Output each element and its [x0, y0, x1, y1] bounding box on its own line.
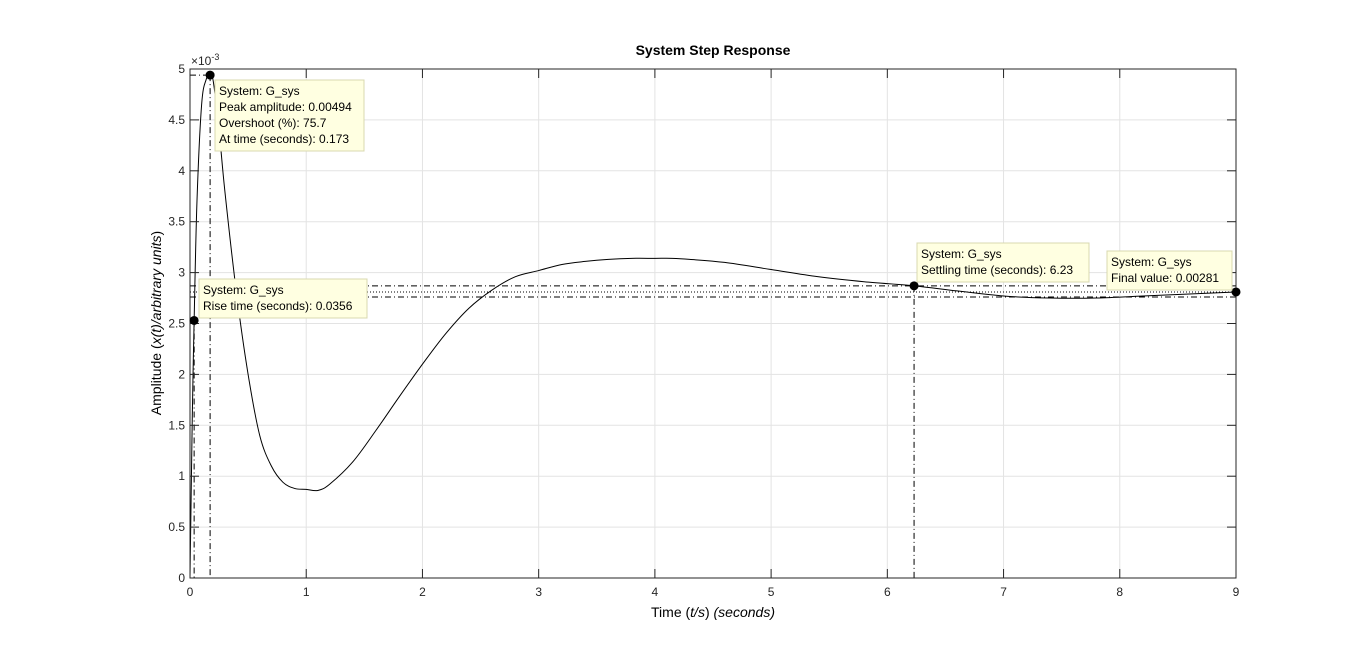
datatip-settling: System: G_sys Settling time (seconds): 6.…: [916, 242, 1090, 283]
marker-rise: [189, 315, 199, 325]
x-tick-label: 2: [419, 585, 426, 599]
y-tick-label: 5: [178, 62, 185, 76]
datatip-peak: System: G_sys Peak amplitude: 0.00494 Over…: [214, 79, 365, 152]
x-tick-label: 5: [768, 585, 775, 599]
x-tick-label: 0: [187, 585, 194, 599]
y-tick-label: 1.5: [168, 418, 185, 432]
marker-settling: [909, 281, 919, 291]
datatip-text: Overshoot (%): 75.7: [219, 116, 327, 130]
y-tick-label: 1: [178, 469, 185, 483]
y-exponent-label: ×10-3: [191, 52, 219, 68]
y-tick-label: 2: [178, 367, 185, 381]
x-tick-label: 8: [1116, 585, 1123, 599]
datatip-text: Peak amplitude: 0.00494: [219, 100, 352, 114]
x-tick-label: 1: [303, 585, 310, 599]
datatip-box: [1106, 250, 1233, 291]
datatip-box: [916, 242, 1090, 283]
y-axis-label: Amplitude (x(t)/arbitrary units): [148, 231, 164, 415]
ticks: 0 1 2 3 4 5 6 7 8 9 0 0.5 1 1.5 2 2.5 3 3.5 4 4.5 5: [168, 62, 1239, 599]
chart-title: System Step Response: [636, 42, 791, 58]
y-tick-label: 0: [178, 571, 185, 585]
datatip-final: System: G_sys Final value: 0.00281: [1106, 250, 1233, 291]
datatip-text: System: G_sys: [203, 283, 284, 297]
marker-peak: [205, 70, 215, 80]
datatip-box: [214, 79, 365, 152]
datatip-text: Rise time (seconds): 0.0356: [203, 299, 353, 313]
datatip-text: System: G_sys: [921, 247, 1002, 261]
y-tick-label: 3: [178, 266, 185, 280]
datatip-text: Settling time (seconds): 6.23: [921, 263, 1073, 277]
datatip-text: At time (seconds): 0.173: [219, 132, 349, 146]
y-tick-label: 0.5: [168, 520, 185, 534]
y-tick-label: 2.5: [168, 317, 185, 331]
x-axis-label: Time (t/s) (seconds): [651, 604, 775, 620]
datatip-rise: System: G_sys Rise time (seconds): 0.0356: [198, 278, 368, 319]
x-tick-label: 6: [884, 585, 891, 599]
y-tick-label: 3.5: [168, 215, 185, 229]
y-tick-label: 4: [178, 164, 185, 178]
datatip-text: Final value: 0.00281: [1111, 271, 1219, 285]
x-tick-label: 9: [1233, 585, 1240, 599]
datatip-text: System: G_sys: [1111, 255, 1192, 269]
marker-final: [1231, 287, 1241, 297]
y-tick-label: 4.5: [168, 113, 185, 127]
datatip-text: System: G_sys: [219, 84, 300, 98]
x-tick-label: 7: [1000, 585, 1007, 599]
datatip-box: [198, 278, 368, 319]
x-tick-label: 4: [652, 585, 659, 599]
markers: [189, 70, 1241, 325]
datatips: System: G_sys Peak amplitude: 0.00494 Over…: [198, 79, 1233, 319]
x-tick-label: 3: [535, 585, 542, 599]
